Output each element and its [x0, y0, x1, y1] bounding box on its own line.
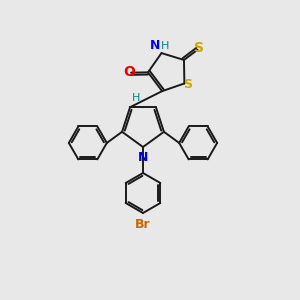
Text: N: N	[150, 39, 160, 52]
Text: H: H	[161, 41, 170, 51]
Text: S: S	[183, 78, 192, 91]
Text: Br: Br	[135, 218, 151, 231]
Text: N: N	[138, 151, 148, 164]
Text: S: S	[194, 41, 203, 55]
Text: H: H	[132, 93, 140, 103]
Text: O: O	[123, 64, 135, 79]
